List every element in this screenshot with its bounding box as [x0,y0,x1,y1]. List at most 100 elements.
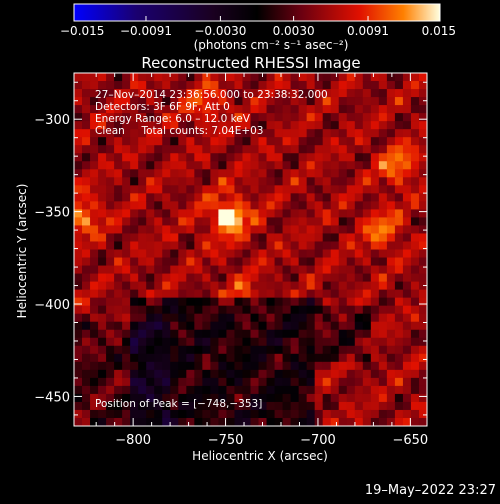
heatmap-cell [370,321,380,331]
heatmap-cell [114,289,123,299]
heatmap-cell [410,137,420,146]
heatmap-cell [122,249,131,259]
heatmap-cell [258,193,268,202]
heatmap-cell [98,409,107,419]
heatmap-cell [370,193,380,202]
heatmap-cell [290,345,300,355]
heatmap-cell [146,193,155,202]
heatmap-cell [346,265,356,275]
heatmap-cell [258,393,268,403]
heatmap-cell [410,241,420,251]
heatmap-cell [162,113,171,122]
heatmap-cell [258,161,268,170]
heatmap-cell [410,209,420,219]
heatmap-cell [82,281,91,291]
heatmap-cell [98,329,107,339]
heatmap-cell [338,81,348,90]
heatmap-cell [298,233,308,243]
heatmap-cell [138,369,147,379]
heatmap-cell [170,385,179,395]
heatmap-cell [370,417,380,426]
heatmap-cell [146,393,155,403]
heatmap-cell [250,305,260,315]
heatmap-cell [290,225,300,235]
heatmap-cell [202,153,211,162]
heatmap-cell [330,289,340,299]
heatmap-cell [106,409,115,419]
heatmap-cell [386,409,396,419]
heatmap-cell [306,313,316,323]
heatmap-cell [274,417,284,426]
heatmap-cell [122,241,131,251]
heatmap-cell [178,217,187,227]
heatmap-cell [250,377,260,387]
heatmap-cell [146,201,155,210]
heatmap-cell [378,273,388,283]
heatmap-cell [290,249,300,259]
heatmap-cell [242,145,252,154]
heatmap-cell [290,185,300,194]
heatmap-cell [138,401,147,411]
heatmap-cell [330,153,340,162]
heatmap-cell [210,369,220,379]
colorbar-tick-label: 0.0091 [347,24,389,38]
heatmap-cell [402,185,412,194]
heatmap-cell [266,137,276,146]
heatmap-cell [242,281,252,291]
heatmap-cell [242,241,252,251]
heatmap-cell [282,113,292,122]
heatmap-cell [202,353,211,363]
heatmap-cell [106,417,115,426]
heatmap-cell [418,97,427,106]
heatmap-cell [146,113,155,122]
heatmap-cell [138,81,147,90]
heatmap-cell [138,129,147,138]
heatmap-cell [314,281,324,291]
heatmap-cell [370,217,380,227]
heatmap-cell [74,153,83,162]
heatmap-cell [138,353,147,363]
heatmap-cell [162,257,171,267]
heatmap-cell [234,177,244,186]
heatmap-cell [162,369,171,379]
heatmap-cell [170,289,179,299]
heatmap-cell [378,97,388,106]
heatmap-cell [90,385,99,395]
heatmap-cell [354,289,364,299]
heatmap-cell [250,297,260,307]
heatmap-cell [170,353,179,363]
heatmap-cell [178,297,187,307]
heatmap-cell [378,377,388,387]
heatmap-cell [178,401,187,411]
heatmap-cell [122,305,131,315]
heatmap-cell [314,121,324,130]
heatmap-cell [242,305,252,315]
heatmap-cell [106,297,115,307]
heatmap-cell [274,89,284,98]
heatmap-cell [226,361,236,371]
heatmap-cell [418,145,427,154]
heatmap-cell [402,345,412,355]
heatmap-cell [90,129,99,138]
heatmap-cell [202,233,211,243]
heatmap-cell [170,369,179,379]
heatmap-cell [154,385,163,395]
heatmap-cell [202,281,211,291]
heatmap-cell [146,233,155,243]
heatmap-cell [354,305,364,315]
heatmap-cell [202,337,211,347]
heatmap-cell [306,265,316,275]
heatmap-cell [130,305,139,315]
heatmap-cell [162,209,171,219]
heatmap-cell [354,169,364,178]
heatmap-cell [274,233,284,243]
heatmap-cell [178,361,187,371]
heatmap-cell [90,353,99,363]
heatmap-cell [138,281,147,291]
heatmap-cell [82,153,91,162]
heatmap-cell [378,289,388,299]
heatmap-cell [82,401,91,411]
heatmap-cell [74,169,83,178]
heatmap-cell [266,401,276,411]
